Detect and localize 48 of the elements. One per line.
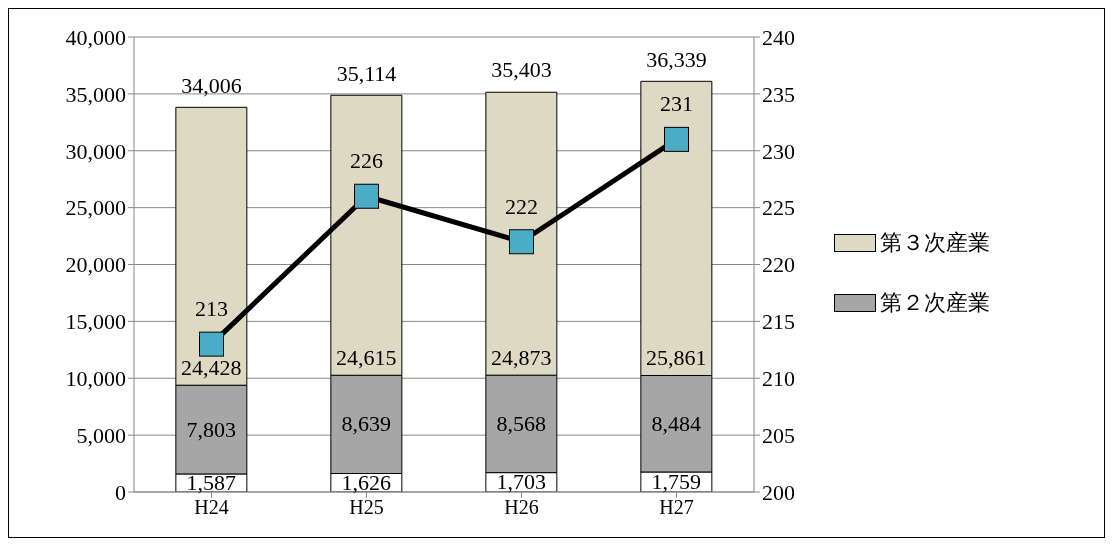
legend-label: 第２次産業 — [880, 289, 990, 317]
point — [664, 126, 689, 152]
y2-tick-label: 225 — [762, 195, 795, 221]
data-label: 222 — [505, 193, 538, 219]
data-label: 24,428 — [181, 355, 242, 381]
x-tick-label: H25 — [349, 496, 384, 519]
y-tick-label: 15,000 — [65, 309, 126, 335]
y2-tick-label: 240 — [762, 24, 795, 50]
data-label: 8,568 — [496, 410, 547, 436]
data-label: 8,639 — [341, 411, 392, 437]
data-label: 7,803 — [186, 416, 237, 442]
x-tick-label: H26 — [504, 496, 539, 519]
data-label: 1,703 — [496, 469, 547, 495]
y-tick-label: 25,000 — [65, 195, 126, 221]
y2-tick-label: 230 — [762, 138, 795, 164]
y-tick-label: 5,000 — [76, 422, 126, 448]
data-label: 1,587 — [186, 469, 237, 495]
data-label: 1,626 — [341, 469, 392, 495]
data-label: 24,873 — [491, 345, 552, 371]
y2-tick-label: 200 — [762, 479, 795, 505]
annotation: 34,006 — [181, 73, 242, 99]
data-label: 1,759 — [651, 469, 702, 494]
y-tick-label: 40,000 — [65, 24, 126, 50]
y-tick-label: 10,000 — [65, 366, 126, 392]
data-label: 25,861 — [646, 345, 707, 371]
point — [199, 331, 224, 357]
y2-tick-label: 235 — [762, 81, 795, 107]
y-tick-label: 35,000 — [65, 81, 126, 107]
data-label: 24,615 — [336, 345, 397, 371]
point — [509, 229, 534, 255]
y-tick-label: 0 — [115, 479, 126, 505]
annotation: 35,403 — [491, 57, 552, 83]
point — [354, 183, 379, 209]
data-label: 213 — [195, 296, 228, 322]
y-tick-label: 20,000 — [65, 252, 126, 278]
x-tick-label: H24 — [194, 496, 229, 519]
data-label: 8,484 — [651, 410, 702, 436]
data-label: 226 — [350, 148, 383, 174]
annotation: 36,339 — [646, 46, 707, 72]
y2-tick-label: 220 — [762, 252, 795, 278]
y2-tick-label: 205 — [762, 422, 795, 448]
x-tick-label: H27 — [659, 496, 694, 519]
y2-tick-label: 215 — [762, 309, 795, 335]
y-tick-label: 30,000 — [65, 138, 126, 164]
annotation: 35,114 — [336, 60, 397, 86]
legend-label: 第３次産業 — [880, 229, 990, 257]
data-label: 231 — [660, 91, 693, 117]
y2-tick-label: 210 — [762, 366, 795, 392]
